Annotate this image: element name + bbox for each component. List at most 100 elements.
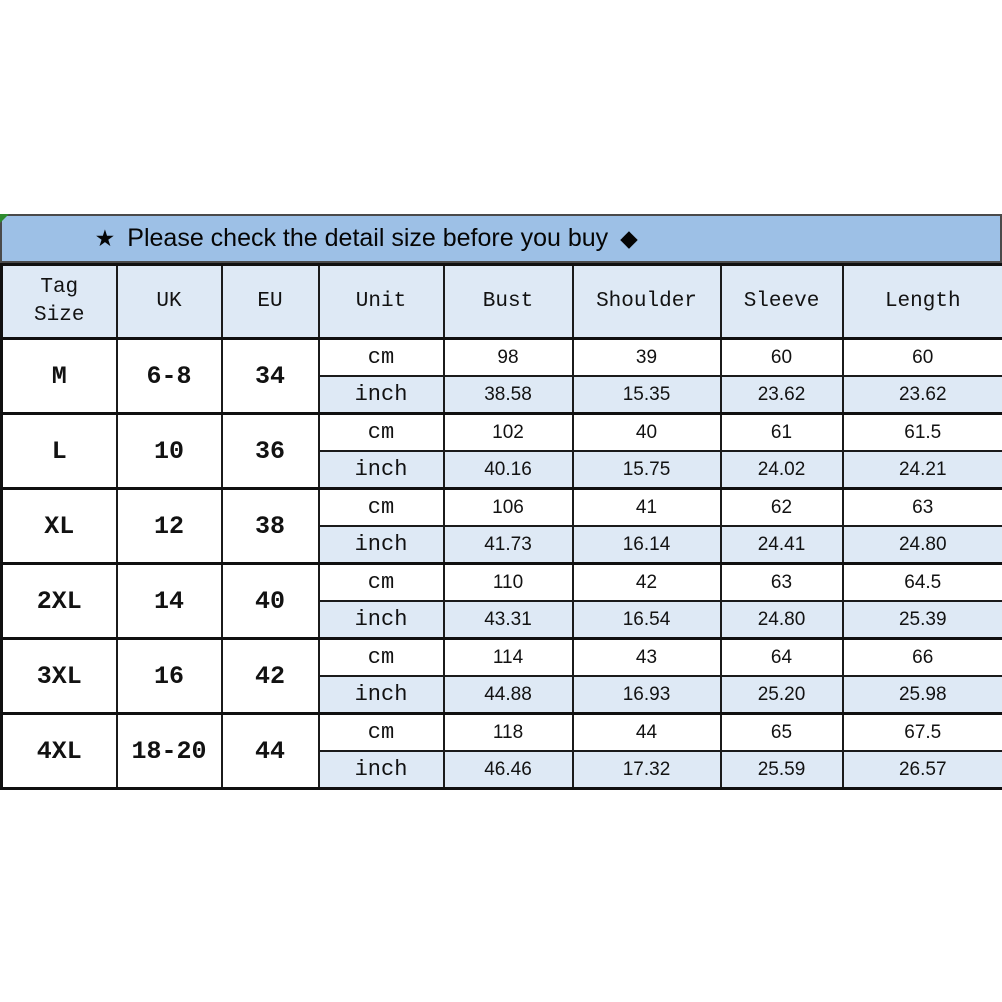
value-cell: 25.98 (841, 675, 1002, 715)
value-cell: 40.16 (442, 450, 574, 490)
value-cell: 118 (442, 712, 574, 752)
size-row-inch: inch 41.73 16.14 24.41 24.80 (2, 525, 1002, 565)
notice-banner: ★ Please check the detail size before yo… (0, 214, 1002, 263)
value-cell: 62 (719, 487, 844, 527)
value-cell: 26.57 (841, 750, 1002, 790)
value-cell: 64 (719, 637, 844, 677)
size-cell: L (0, 412, 118, 490)
value-cell: 25.39 (841, 600, 1002, 640)
eu-cell: 44 (220, 712, 320, 790)
value-cell: 24.80 (719, 600, 844, 640)
size-row-inch: inch 38.58 15.35 23.62 23.62 (2, 375, 1002, 415)
eu-cell: 40 (220, 562, 320, 640)
eu-cell: 34 (220, 337, 320, 415)
size-cell: 4XL (0, 712, 118, 790)
value-cell: 64.5 (841, 562, 1002, 602)
size-row-cm: M 6-8 34 cm 98 39 60 60 (0, 337, 1002, 415)
unit-cell-inch: inch (317, 375, 445, 415)
column-header-shoulder: Shoulder (571, 263, 722, 340)
unit-cell-cm: cm (317, 412, 445, 452)
sheet-corner-marker (0, 214, 9, 223)
uk-cell: 6-8 (115, 337, 223, 415)
value-cell: 23.62 (719, 375, 844, 415)
value-cell: 114 (442, 637, 574, 677)
size-cell: XL (0, 487, 118, 565)
value-cell: 25.59 (719, 750, 844, 790)
value-cell: 43.31 (442, 600, 574, 640)
unit-cell-cm: cm (317, 637, 445, 677)
value-cell: 60 (719, 337, 844, 377)
value-cell: 25.20 (719, 675, 844, 715)
size-chart-body: M 6-8 34 cm 98 39 60 60 inch 38.58 15.35 23.62 23.62… (0, 337, 1002, 790)
size-cell: 2XL (0, 562, 118, 640)
size-row-cm: XL 12 38 cm 106 41 62 63 (0, 487, 1002, 565)
uk-cell: 16 (115, 637, 223, 715)
column-header-bust: Bust (442, 263, 574, 340)
value-cell: 66 (841, 637, 1002, 677)
value-cell: 46.46 (442, 750, 574, 790)
size-row-inch: inch 46.46 17.32 25.59 26.57 (2, 750, 1002, 790)
value-cell: 44.88 (442, 675, 574, 715)
value-cell: 23.62 (841, 375, 1002, 415)
size-chart-table: Tag Size UK EU Unit Bust Shoulder Sleeve… (0, 263, 1002, 790)
eu-cell: 42 (220, 637, 320, 715)
value-cell: 24.41 (719, 525, 844, 565)
size-row-inch: inch 40.16 15.75 24.02 24.21 (2, 450, 1002, 490)
value-cell: 110 (442, 562, 574, 602)
size-row-cm: 2XL 14 40 cm 110 42 63 64.5 (0, 562, 1002, 640)
value-cell: 39 (571, 337, 722, 377)
value-cell: 15.75 (571, 450, 722, 490)
value-cell: 16.14 (571, 525, 722, 565)
value-cell: 98 (442, 337, 574, 377)
value-cell: 102 (442, 412, 574, 452)
size-row-inch: inch 44.88 16.93 25.20 25.98 (2, 675, 1002, 715)
size-chart-header: Tag Size UK EU Unit Bust Shoulder Sleeve… (0, 263, 1002, 340)
uk-cell: 12 (115, 487, 223, 565)
value-cell: 106 (442, 487, 574, 527)
unit-cell-inch: inch (317, 525, 445, 565)
value-cell: 24.80 (841, 525, 1002, 565)
column-header-sleeve: Sleeve (719, 263, 844, 340)
notice-banner-text: Please check the detail size before you … (127, 224, 609, 252)
unit-cell-cm: cm (317, 337, 445, 377)
uk-cell: 18-20 (115, 712, 223, 790)
value-cell: 16.54 (571, 600, 722, 640)
value-cell: 38.58 (442, 375, 574, 415)
size-cell: M (0, 337, 118, 415)
value-cell: 61 (719, 412, 844, 452)
value-cell: 40 (571, 412, 722, 452)
value-cell: 61.5 (841, 412, 1002, 452)
column-header-unit: Unit (317, 263, 445, 340)
value-cell: 41 (571, 487, 722, 527)
diamond-icon: ◆ (620, 225, 638, 251)
value-cell: 63 (841, 487, 1002, 527)
unit-cell-cm: cm (317, 712, 445, 752)
value-cell: 17.32 (571, 750, 722, 790)
size-row-cm: 3XL 16 42 cm 114 43 64 66 (0, 637, 1002, 715)
size-cell: 3XL (0, 637, 118, 715)
column-header-uk: UK (115, 263, 223, 340)
unit-cell-inch: inch (317, 750, 445, 790)
value-cell: 41.73 (442, 525, 574, 565)
value-cell: 24.21 (841, 450, 1002, 490)
size-chart-sheet: ★ Please check the detail size before yo… (0, 214, 1002, 790)
unit-cell-inch: inch (317, 600, 445, 640)
value-cell: 15.35 (571, 375, 722, 415)
column-header-tag-size: Tag Size (0, 263, 118, 340)
size-row-cm: L 10 36 cm 102 40 61 61.5 (0, 412, 1002, 490)
value-cell: 65 (719, 712, 844, 752)
unit-cell-inch: inch (317, 450, 445, 490)
unit-cell-cm: cm (317, 487, 445, 527)
unit-cell-cm: cm (317, 562, 445, 602)
uk-cell: 14 (115, 562, 223, 640)
value-cell: 42 (571, 562, 722, 602)
value-cell: 63 (719, 562, 844, 602)
star-icon: ★ (94, 225, 116, 251)
column-header-length: Length (841, 263, 1002, 340)
value-cell: 16.93 (571, 675, 722, 715)
size-row-cm: 4XL 18-20 44 cm 118 44 65 67.5 (0, 712, 1002, 790)
value-cell: 44 (571, 712, 722, 752)
size-row-inch: inch 43.31 16.54 24.80 25.39 (2, 600, 1002, 640)
eu-cell: 38 (220, 487, 320, 565)
